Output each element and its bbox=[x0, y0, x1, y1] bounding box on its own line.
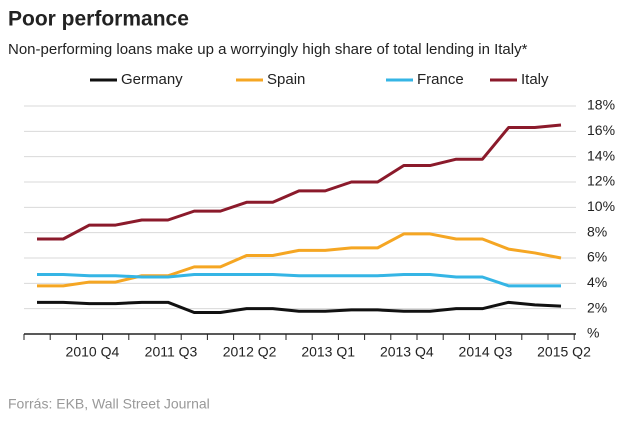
y-tick-label: 10% bbox=[587, 198, 615, 214]
series-line bbox=[37, 272, 561, 288]
legend-label: Italy bbox=[521, 71, 549, 88]
legend-label: Spain bbox=[267, 71, 305, 88]
chart-title: Poor performance bbox=[8, 8, 189, 31]
y-tick-label: 16% bbox=[587, 122, 615, 138]
y-tick-label: 14% bbox=[587, 147, 615, 163]
y-tick-label: 18% bbox=[587, 97, 615, 113]
y-tick-label: 2% bbox=[587, 299, 607, 315]
x-tick-label: 2010 Q4 bbox=[66, 344, 120, 360]
source-note: Forrás: EKB, Wall Street Journal bbox=[8, 396, 210, 412]
y-tick-label: 12% bbox=[587, 173, 615, 189]
x-tick-label: 2013 Q4 bbox=[380, 344, 434, 360]
x-tick-label: 2015 Q2 bbox=[537, 344, 591, 360]
x-tick-label: 2014 Q3 bbox=[459, 344, 513, 360]
y-tick-label: 6% bbox=[587, 249, 607, 265]
legend-label: France bbox=[417, 71, 464, 88]
y-tick-label: 4% bbox=[587, 274, 607, 290]
series-line bbox=[37, 123, 562, 241]
legend-label: Germany bbox=[121, 71, 183, 88]
x-tick-label: 2013 Q1 bbox=[301, 344, 355, 360]
y-tick-label: 8% bbox=[587, 223, 607, 239]
x-tick-label: 2011 Q3 bbox=[145, 344, 198, 360]
series-line bbox=[37, 300, 562, 314]
x-tick-label: 2012 Q2 bbox=[223, 344, 277, 360]
series-line bbox=[37, 232, 562, 288]
chart-subtitle: Non-performing loans make up a worryingl… bbox=[8, 41, 528, 58]
y-tick-label: % bbox=[587, 325, 599, 341]
